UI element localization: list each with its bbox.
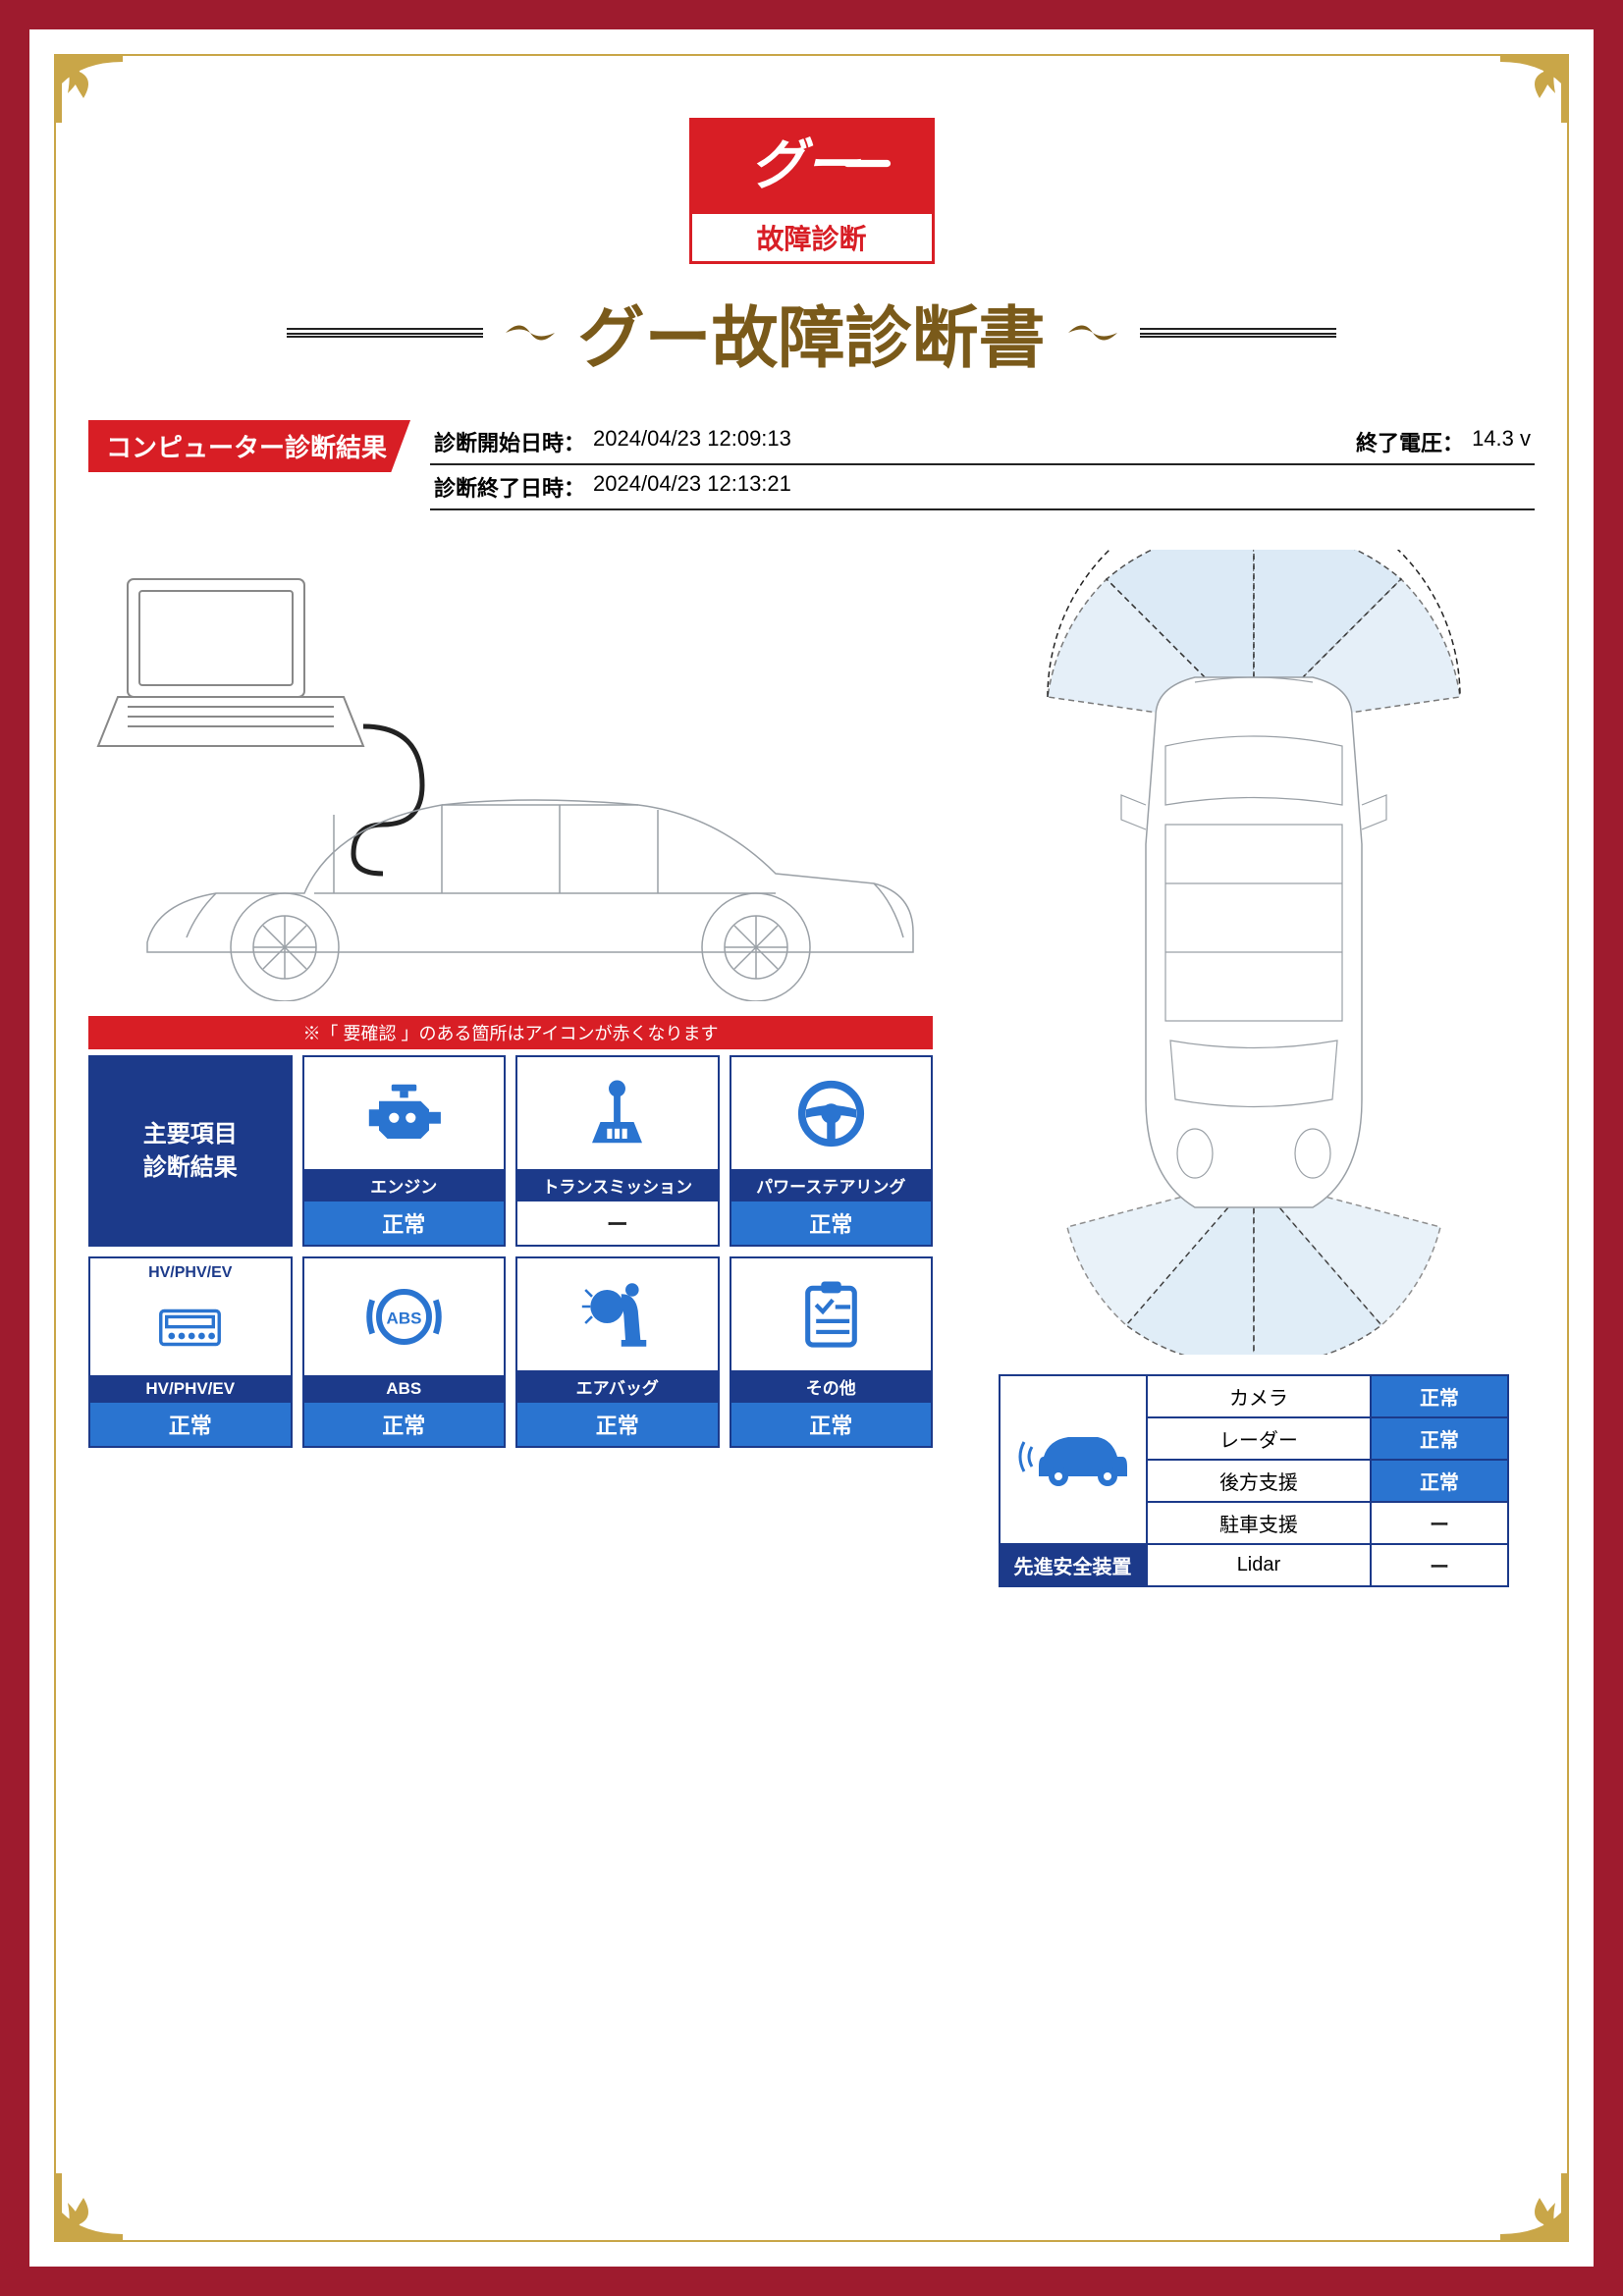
svg-text:ABS: ABS bbox=[386, 1308, 421, 1327]
item-status: 正常 bbox=[304, 1403, 505, 1446]
safety-value: 正常 bbox=[1371, 1417, 1507, 1460]
section-header: コンピューター診断結果 診断開始日時： 2024/04/23 12:09:13 … bbox=[88, 420, 1535, 510]
section-tab: コンピューター診断結果 bbox=[88, 420, 410, 472]
item-status: 正常 bbox=[517, 1403, 718, 1446]
clipboard-icon bbox=[789, 1273, 873, 1357]
item-label: パワーステアリング bbox=[731, 1169, 932, 1201]
airbag-icon bbox=[575, 1273, 659, 1357]
item-label: エンジン bbox=[304, 1169, 505, 1201]
start-label: 診断開始日時： bbox=[434, 426, 585, 457]
meta-row-1: 診断開始日時： 2024/04/23 12:09:13 終了電圧： 14.3 v bbox=[430, 420, 1535, 465]
item-label: トランスミッション bbox=[517, 1169, 718, 1201]
item-label: その他 bbox=[731, 1370, 932, 1403]
safety-label: カメラ bbox=[1147, 1375, 1372, 1417]
hv-top-text: HV/PHV/EV bbox=[148, 1264, 232, 1282]
item-engine: エンジン 正常 bbox=[302, 1055, 507, 1247]
document-title-row: グー故障診断書 bbox=[88, 284, 1535, 381]
item-status: 正常 bbox=[731, 1201, 932, 1245]
hv-icon bbox=[148, 1286, 232, 1369]
transmission-icon bbox=[575, 1072, 659, 1155]
item-airbag: エアバッグ 正常 bbox=[515, 1256, 720, 1448]
meta-row-2: 診断終了日時： 2024/04/23 12:13:21 bbox=[430, 465, 1535, 510]
safety-label: 駐車支援 bbox=[1147, 1502, 1372, 1544]
item-label: ABS bbox=[304, 1375, 505, 1403]
item-other: その他 正常 bbox=[730, 1256, 934, 1448]
steering-icon bbox=[789, 1072, 873, 1155]
brand-logo: グー 故障診断 bbox=[689, 118, 935, 264]
abs-icon: ABS bbox=[362, 1275, 446, 1359]
safety-value: 正常 bbox=[1371, 1460, 1507, 1502]
item-status: 正常 bbox=[304, 1201, 505, 1245]
flourish-right-icon bbox=[1063, 318, 1122, 347]
flourish-left-icon bbox=[501, 318, 560, 347]
item-status: ー bbox=[517, 1201, 718, 1245]
safety-table: カメラ 正常 レーダー 正常 後方支援 正常 駐車支援 ー 先進安全装置 Lid… bbox=[999, 1374, 1509, 1587]
notice-bar: ※「 要確認 」のある箇所はアイコンが赤くなります bbox=[88, 1016, 933, 1049]
engine-icon bbox=[362, 1072, 446, 1155]
grid-header-cell: 主要項目 診断結果 bbox=[88, 1055, 293, 1247]
car-top-sensor-diagram bbox=[999, 550, 1509, 1355]
voltage-value: 14.3 v bbox=[1472, 426, 1531, 457]
voltage-label: 終了電圧： bbox=[1356, 426, 1464, 457]
item-label: HV/PHV/EV bbox=[90, 1375, 291, 1403]
item-status: 正常 bbox=[731, 1403, 932, 1446]
safety-label: Lidar bbox=[1147, 1544, 1372, 1586]
safety-label: レーダー bbox=[1147, 1417, 1372, 1460]
item-hv: HV/PHV/EV HV/PHV/EV 正常 bbox=[88, 1256, 293, 1448]
item-transmission: トランスミッション ー bbox=[515, 1055, 720, 1247]
end-label: 診断終了日時： bbox=[434, 471, 585, 503]
item-label: エアバッグ bbox=[517, 1370, 718, 1403]
safety-label: 後方支援 bbox=[1147, 1460, 1372, 1502]
end-value: 2024/04/23 12:13:21 bbox=[593, 471, 791, 503]
diagnostic-icon-grid: 主要項目 診断結果 エンジン 正常 トランスミッション ー パワー bbox=[88, 1055, 933, 1448]
safety-header: 先進安全装置 bbox=[1000, 1544, 1147, 1586]
item-abs: ABS ABS 正常 bbox=[302, 1256, 507, 1448]
car-side-diagram bbox=[88, 550, 933, 1001]
start-value: 2024/04/23 12:09:13 bbox=[593, 426, 791, 457]
document-title: グー故障診断書 bbox=[577, 284, 1045, 381]
safety-value: 正常 bbox=[1371, 1375, 1507, 1417]
grid-header-text: 主要項目 診断結果 bbox=[143, 1118, 238, 1184]
safety-value: ー bbox=[1371, 1544, 1507, 1586]
item-status: 正常 bbox=[90, 1403, 291, 1446]
safety-value: ー bbox=[1371, 1502, 1507, 1544]
logo-subtext: 故障診断 bbox=[692, 214, 932, 261]
item-steering: パワーステアリング 正常 bbox=[730, 1055, 934, 1247]
safety-car-icon bbox=[1014, 1413, 1132, 1501]
